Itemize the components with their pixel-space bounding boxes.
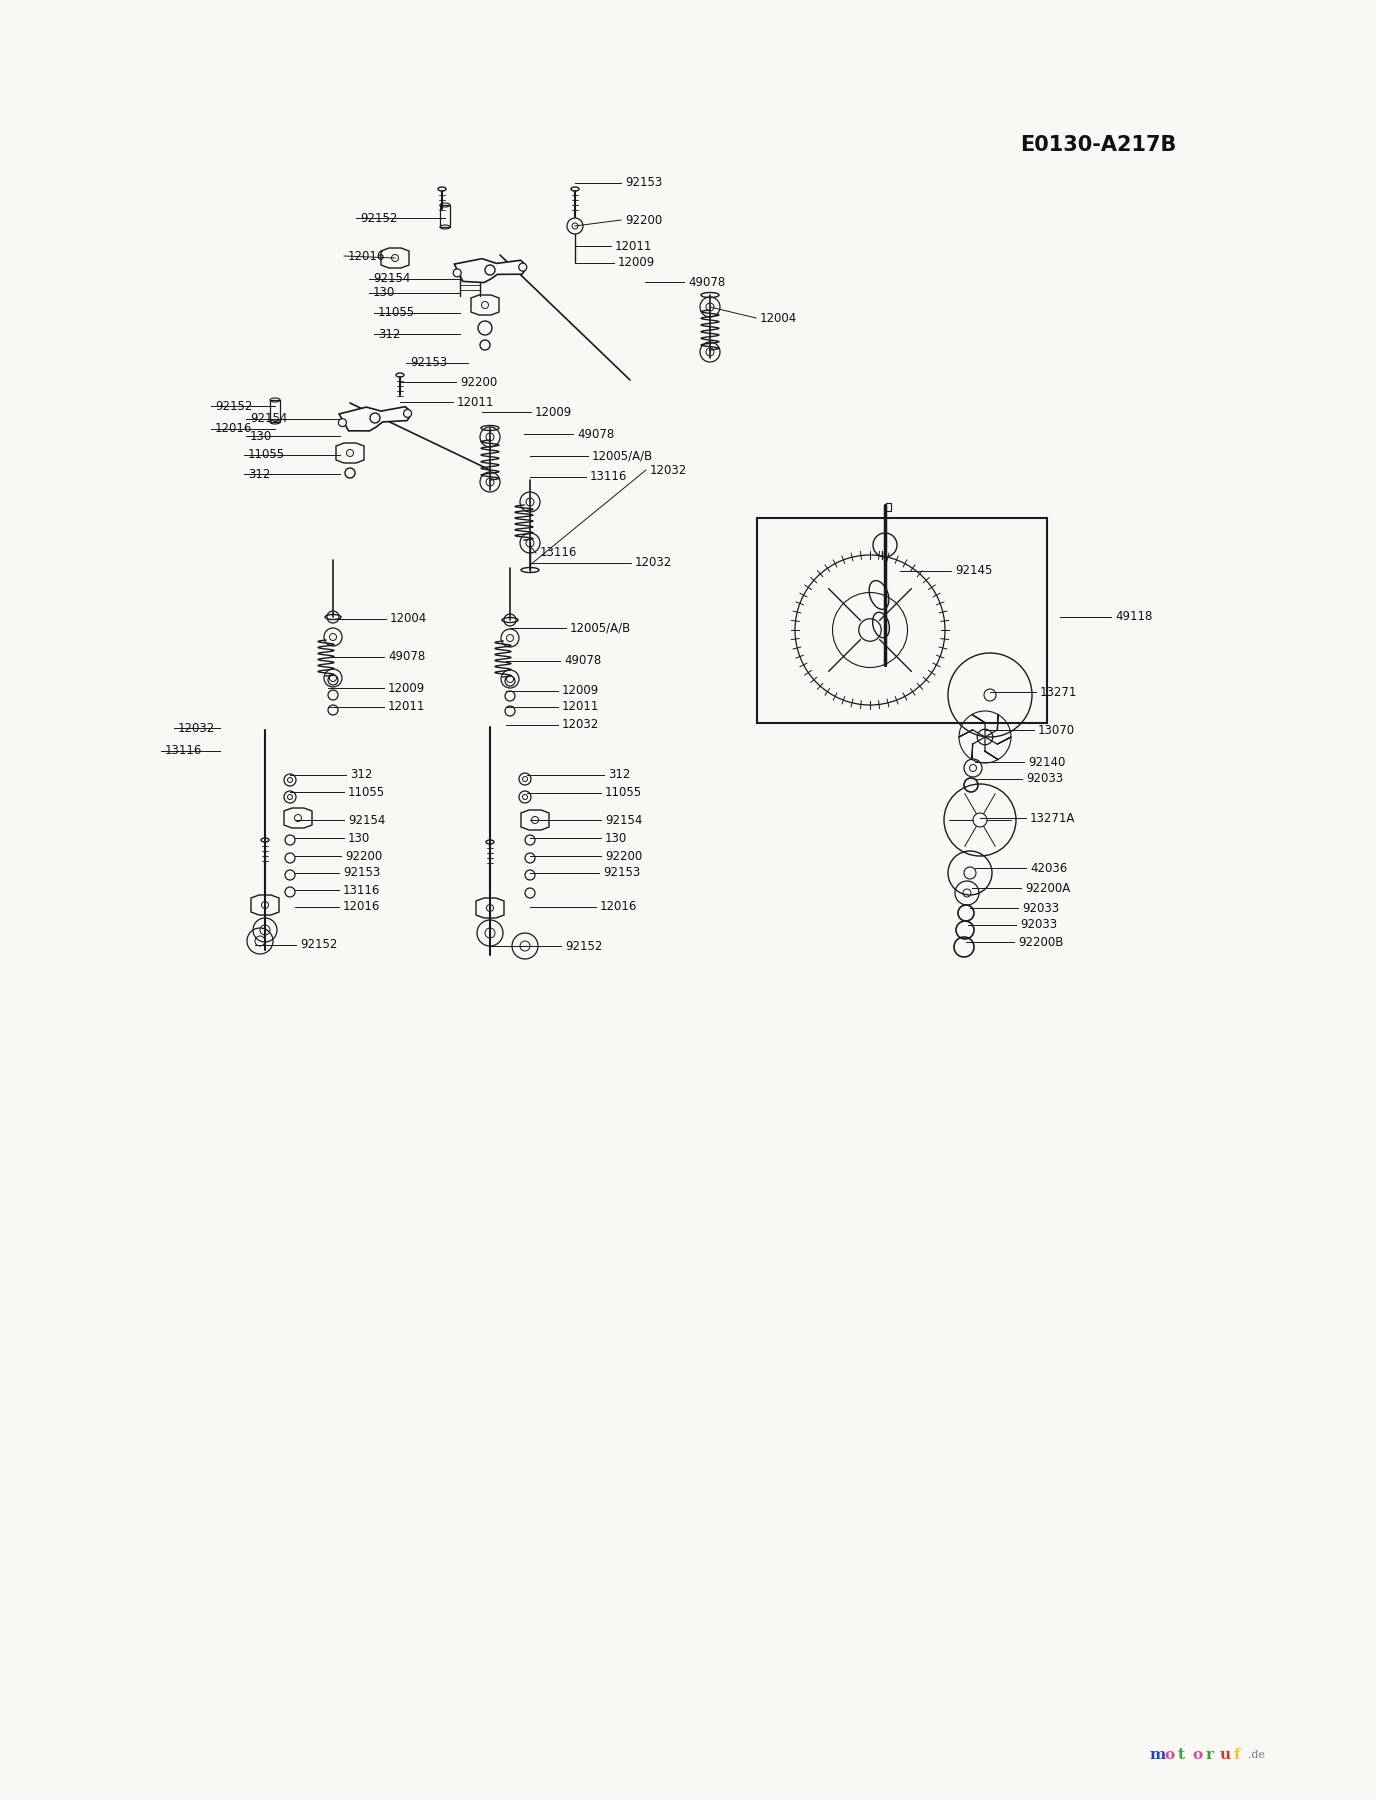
Text: 42036: 42036 — [1031, 862, 1068, 875]
Text: 92153: 92153 — [343, 866, 380, 880]
Text: 49078: 49078 — [388, 650, 425, 664]
Bar — [270, 400, 279, 421]
Text: 12009: 12009 — [535, 405, 572, 419]
Text: 12032: 12032 — [649, 463, 687, 477]
Text: 92153: 92153 — [410, 356, 447, 369]
Text: 130: 130 — [348, 832, 370, 844]
Text: 11055: 11055 — [248, 448, 285, 461]
Polygon shape — [454, 259, 526, 283]
Text: 92153: 92153 — [603, 866, 640, 880]
Text: 92152: 92152 — [566, 940, 603, 952]
Text: 312: 312 — [378, 328, 400, 340]
Text: 12011: 12011 — [457, 396, 494, 409]
Text: 92154: 92154 — [250, 412, 288, 425]
Text: 12005/A/B: 12005/A/B — [592, 450, 654, 463]
Text: 92154: 92154 — [373, 272, 410, 286]
Text: 312: 312 — [608, 769, 630, 781]
Circle shape — [484, 265, 495, 275]
Text: o: o — [1164, 1748, 1174, 1762]
Text: 13116: 13116 — [539, 547, 578, 560]
Text: 92200: 92200 — [605, 850, 643, 862]
Circle shape — [338, 419, 347, 427]
Text: 312: 312 — [350, 769, 373, 781]
Text: 13070: 13070 — [1038, 724, 1075, 736]
Text: 92140: 92140 — [1028, 756, 1065, 769]
Text: m: m — [1150, 1748, 1167, 1762]
Text: 92152: 92152 — [361, 212, 398, 225]
Text: 92200: 92200 — [625, 214, 662, 227]
Text: o: o — [1192, 1748, 1203, 1762]
Text: f: f — [1234, 1748, 1241, 1762]
Text: 12009: 12009 — [618, 256, 655, 270]
Text: 92200A: 92200A — [1025, 882, 1071, 895]
Text: 12016: 12016 — [600, 900, 637, 914]
Text: 92152: 92152 — [215, 400, 252, 412]
Text: 92033: 92033 — [1020, 918, 1057, 932]
Text: 92153: 92153 — [625, 176, 662, 189]
Polygon shape — [338, 407, 410, 430]
Bar — [440, 205, 450, 227]
Text: 130: 130 — [605, 832, 627, 844]
Text: 92200: 92200 — [345, 850, 383, 862]
Text: 92200B: 92200B — [1018, 936, 1064, 949]
Text: 130: 130 — [250, 430, 272, 443]
Text: 92145: 92145 — [955, 565, 992, 578]
Text: 11055: 11055 — [378, 306, 416, 320]
Text: 12016: 12016 — [215, 423, 252, 436]
Text: 92152: 92152 — [300, 938, 337, 952]
Text: 12009: 12009 — [388, 682, 425, 695]
Bar — [886, 502, 892, 511]
Text: 12005/A/B: 12005/A/B — [570, 621, 632, 635]
Text: t: t — [1178, 1748, 1185, 1762]
Text: u: u — [1221, 1748, 1232, 1762]
Text: 12016: 12016 — [348, 250, 385, 263]
Text: E0130-A217B: E0130-A217B — [1020, 135, 1176, 155]
Text: 92154: 92154 — [348, 814, 385, 826]
Text: 12004: 12004 — [760, 311, 797, 324]
Text: 312: 312 — [248, 468, 270, 481]
Circle shape — [453, 268, 461, 277]
Text: 49078: 49078 — [564, 655, 601, 668]
Text: 13271: 13271 — [1040, 686, 1077, 698]
Text: 130: 130 — [373, 286, 395, 299]
Text: 92154: 92154 — [605, 814, 643, 826]
Text: 12011: 12011 — [561, 700, 600, 713]
Text: 12032: 12032 — [178, 722, 215, 734]
Text: .de: .de — [1248, 1750, 1265, 1760]
Text: 49118: 49118 — [1115, 610, 1152, 623]
Text: 49078: 49078 — [688, 275, 725, 288]
Text: 12011: 12011 — [388, 700, 425, 713]
Circle shape — [403, 409, 411, 418]
Text: 12016: 12016 — [343, 900, 380, 914]
Circle shape — [370, 412, 380, 423]
Text: 12004: 12004 — [389, 612, 428, 626]
Text: 12011: 12011 — [615, 239, 652, 252]
Text: 92033: 92033 — [1026, 772, 1064, 785]
Text: 13116: 13116 — [590, 470, 627, 484]
Text: 13116: 13116 — [165, 745, 202, 758]
Text: 12032: 12032 — [561, 718, 600, 731]
Text: 13116: 13116 — [343, 884, 380, 896]
Text: 11055: 11055 — [605, 787, 643, 799]
Text: r: r — [1205, 1748, 1214, 1762]
Bar — [757, 518, 1047, 724]
Text: 12032: 12032 — [634, 556, 673, 569]
Text: 92200: 92200 — [460, 376, 497, 389]
Circle shape — [519, 263, 527, 272]
Text: 11055: 11055 — [348, 785, 385, 799]
Text: 92033: 92033 — [1022, 902, 1060, 914]
Text: 13271A: 13271A — [1031, 812, 1076, 824]
Text: 49078: 49078 — [577, 428, 614, 441]
Text: 12009: 12009 — [561, 684, 600, 697]
